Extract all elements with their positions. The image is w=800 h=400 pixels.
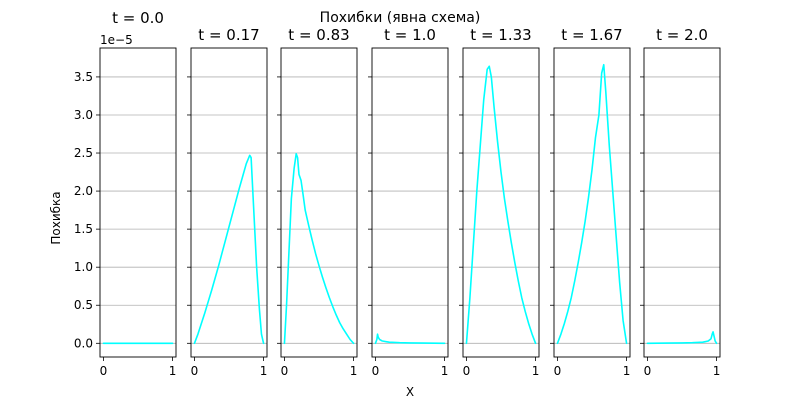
- x-tick-label: 0: [554, 364, 562, 378]
- y-tick-label: 1.0: [74, 260, 93, 274]
- panel-title: t = 1.67: [561, 26, 622, 44]
- panel-1: 0 1 t = 0.17: [187, 26, 268, 378]
- y-tick-label: 3.5: [74, 70, 93, 84]
- error-curve: [283, 152, 355, 345]
- y-axis-label: Похибка: [49, 191, 63, 244]
- x-tick-label: 1: [713, 364, 721, 378]
- x-tick-label: 1: [350, 364, 358, 378]
- y-tick-label: 0.0: [74, 336, 93, 350]
- y-tick-label: 2.5: [74, 146, 93, 160]
- panel-title: t = 2.0: [656, 26, 708, 44]
- x-tick-label: 0: [372, 364, 380, 378]
- axes-frame: [643, 47, 721, 358]
- axes-frame: [553, 47, 631, 358]
- axes-frame: [190, 47, 268, 358]
- y-tick-label: 3.0: [74, 108, 93, 122]
- panel-title: t = 0.17: [198, 26, 259, 44]
- panel-4: 0 1 t = 1.33: [459, 26, 540, 378]
- y-offset-label: 1e−5: [100, 33, 133, 47]
- x-tick-label: 1: [623, 364, 631, 378]
- axes-frame: [462, 47, 540, 358]
- error-curve: [374, 333, 446, 345]
- panel-6: 0 1 t = 2.0: [640, 26, 721, 378]
- error-curve: [556, 63, 628, 345]
- axes-frame: [371, 47, 449, 358]
- x-tick-label: 0: [644, 364, 652, 378]
- panel-5: 0 1 t = 1.67: [550, 26, 631, 378]
- panel-title: t = 0.83: [288, 26, 349, 44]
- panel-title: t = 0.0: [112, 9, 164, 27]
- y-tick-label: 0.5: [74, 298, 93, 312]
- panel-0: 0.0 0.5 1.0 1.5 2.0 2.5 3.0 3.5 0 1 t = 0.0: [74, 9, 177, 378]
- panel-title: t = 1.33: [470, 26, 531, 44]
- y-tick-label: 2.0: [74, 184, 93, 198]
- x-axis-label: X: [406, 385, 414, 399]
- axes-frame: [280, 47, 358, 358]
- x-tick-label: 1: [260, 364, 268, 378]
- panel-title: t = 1.0: [384, 26, 436, 44]
- error-curve: [646, 331, 718, 345]
- error-curve: [193, 154, 265, 345]
- error-curve: [465, 65, 537, 345]
- figure-title: Похибки (явна схема): [320, 10, 481, 26]
- x-tick-label: 0: [463, 364, 471, 378]
- x-tick-label: 1: [169, 364, 177, 378]
- x-tick-label: 1: [441, 364, 449, 378]
- panels: 0.00.51.01.52.02.53.03.50 1t = 0.00 1t = 0…: [74, 9, 721, 378]
- axes-frame: [99, 47, 177, 358]
- panel-2: 0 1 t = 0.83: [277, 26, 358, 378]
- x-tick-label: 0: [100, 364, 108, 378]
- x-tick-label: 0: [191, 364, 199, 378]
- x-tick-label: 1: [532, 364, 540, 378]
- y-tick-label: 1.5: [74, 222, 93, 236]
- panel-3: 0 1 t = 1.0: [368, 26, 449, 378]
- x-tick-label: 0: [281, 364, 289, 378]
